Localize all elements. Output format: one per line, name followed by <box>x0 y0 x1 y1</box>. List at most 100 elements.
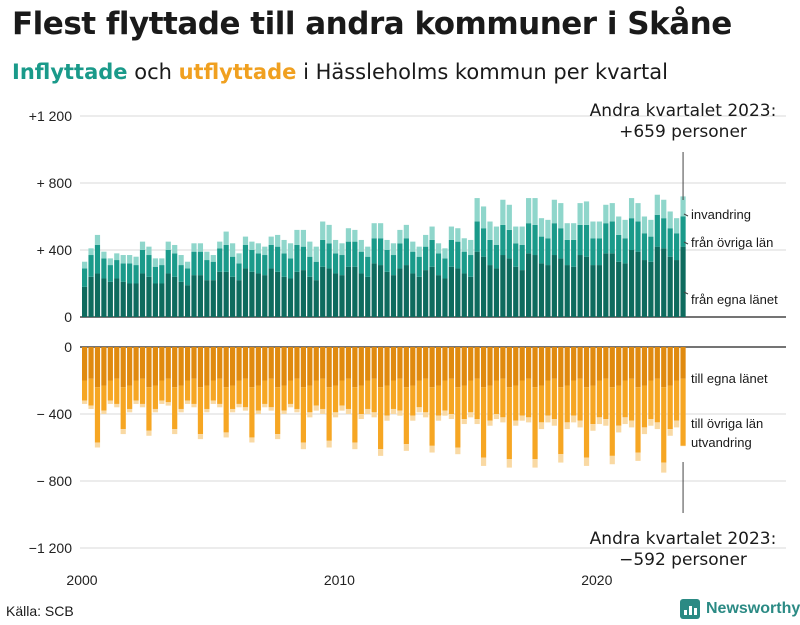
bar-out-till-övriga-län <box>191 378 197 404</box>
bar-in-från-egna-länet <box>313 280 319 317</box>
bar-in-från-övriga-län <box>300 246 306 271</box>
bar-out-till-övriga-län <box>249 387 255 438</box>
bar-in-invandring <box>94 234 101 245</box>
bar-in-invandring <box>230 243 236 257</box>
bar-out-till-egna-länet <box>564 347 570 386</box>
series-label-top: från egna länet <box>691 292 778 307</box>
bar-out-till-egna-länet <box>680 347 686 379</box>
bar-in-invandring <box>442 248 448 259</box>
subtitle-utflyttade: utflyttade <box>178 60 297 84</box>
bar-in-från-egna-länet <box>519 270 525 317</box>
bar-in-från-övriga-län <box>165 250 171 274</box>
bar-out-utvandring <box>120 429 126 435</box>
bar-out-till-övriga-län <box>680 378 686 446</box>
bar-in-invandring <box>249 241 255 250</box>
bar-out-till-övriga-län <box>210 380 216 401</box>
bar-out-till-egna-länet <box>191 347 197 379</box>
bar-out-till-egna-länet <box>101 347 107 386</box>
bar-out-till-egna-länet <box>500 347 506 379</box>
bar-in-från-egna-länet <box>384 271 390 317</box>
bar-in-från-egna-länet <box>94 273 101 317</box>
bar-out-utvandring <box>506 459 512 468</box>
bar-out-utvandring <box>571 415 577 423</box>
bar-out-till-övriga-län <box>230 385 236 409</box>
bar-out-till-egna-länet <box>487 347 493 386</box>
bar-out-till-egna-länet <box>468 347 474 381</box>
bar-in-från-övriga-län <box>513 243 519 267</box>
bar-out-till-övriga-län <box>371 378 377 413</box>
bar-in-från-övriga-län <box>397 243 403 269</box>
bar-out-utvandring <box>455 447 461 455</box>
bar-in-invandring <box>680 196 686 217</box>
bar-in-invandring <box>455 228 461 242</box>
bar-in-invandring <box>101 251 107 259</box>
bar-out-till-egna-länet <box>635 347 641 388</box>
bar-in-invandring <box>435 243 442 254</box>
bar-out-till-egna-länet <box>538 347 545 386</box>
bar-out-till-egna-länet <box>661 347 667 388</box>
bar-out-utvandring <box>320 408 326 414</box>
bar-out-till-övriga-län <box>294 378 300 409</box>
bar-out-till-övriga-län <box>320 378 326 409</box>
bar-in-från-egna-länet <box>493 268 500 317</box>
bar-in-från-övriga-län <box>545 238 551 266</box>
bar-in-från-egna-länet <box>114 278 120 317</box>
bar-in-från-övriga-län <box>133 265 139 284</box>
bar-out-utvandring <box>513 420 519 426</box>
bar-in-invandring <box>197 243 204 252</box>
bar-in-från-egna-länet <box>197 275 204 317</box>
bar-out-till-övriga-län <box>332 385 339 413</box>
bar-in-från-egna-länet <box>326 268 332 317</box>
bar-in-från-övriga-län <box>230 256 236 277</box>
bar-in-från-övriga-län <box>236 263 242 281</box>
bar-out-utvandring <box>378 449 384 456</box>
bar-in-från-övriga-län <box>268 244 274 269</box>
bar-in-invandring <box>268 236 274 245</box>
bar-out-till-egna-länet <box>82 347 88 381</box>
bar-out-till-övriga-län <box>197 387 204 435</box>
bar-in-från-egna-länet <box>410 273 416 317</box>
annotation-top-line2: +659 personer <box>619 122 747 142</box>
bar-out-utvandring <box>230 408 236 413</box>
bar-out-till-egna-länet <box>429 347 435 388</box>
bar-out-till-egna-länet <box>622 347 628 381</box>
bar-in-invandring <box>500 199 506 225</box>
bar-out-till-egna-länet <box>667 347 673 386</box>
subtitle-och: och <box>127 60 179 84</box>
bar-in-invandring <box>133 256 139 266</box>
bar-in-från-egna-länet <box>622 263 628 317</box>
bar-out-till-övriga-län <box>571 380 577 416</box>
bar-in-från-övriga-län <box>519 244 525 271</box>
bar-out-till-övriga-län <box>596 380 602 418</box>
bar-out-till-övriga-län <box>384 385 390 416</box>
bar-out-utvandring <box>429 445 435 453</box>
bar-in-från-övriga-län <box>680 216 686 247</box>
bar-out-utvandring <box>172 429 178 435</box>
bar-out-utvandring <box>403 444 409 451</box>
bar-in-från-egna-länet <box>120 281 126 317</box>
bar-out-till-egna-länet <box>378 347 384 388</box>
bar-in-från-egna-länet <box>217 271 223 317</box>
bar-out-till-övriga-län <box>448 378 454 414</box>
bar-out-utvandring <box>300 442 306 450</box>
bar-out-till-egna-länet <box>184 347 191 381</box>
bar-out-till-övriga-län <box>204 385 210 409</box>
bar-in-från-egna-länet <box>674 260 680 317</box>
bar-out-utvandring <box>281 410 287 414</box>
bar-in-från-egna-länet <box>609 253 615 317</box>
bar-in-från-övriga-län <box>294 244 300 272</box>
bar-in-från-övriga-län <box>442 258 448 279</box>
bar-in-från-egna-länet <box>378 265 384 317</box>
bar-in-invandring <box>641 216 648 234</box>
bar-in-från-egna-länet <box>133 283 139 317</box>
bar-out-till-övriga-län <box>674 380 680 421</box>
bar-out-utvandring <box>674 420 680 428</box>
bar-out-utvandring <box>236 403 242 408</box>
bar-in-från-övriga-län <box>101 258 107 279</box>
bar-out-utvandring <box>242 407 249 411</box>
bar-in-från-egna-länet <box>513 266 519 317</box>
bar-out-till-egna-länet <box>197 347 204 388</box>
bar-out-utvandring <box>313 405 319 411</box>
bar-out-till-övriga-län <box>127 385 133 409</box>
x-tick-label: 2020 <box>581 572 612 588</box>
